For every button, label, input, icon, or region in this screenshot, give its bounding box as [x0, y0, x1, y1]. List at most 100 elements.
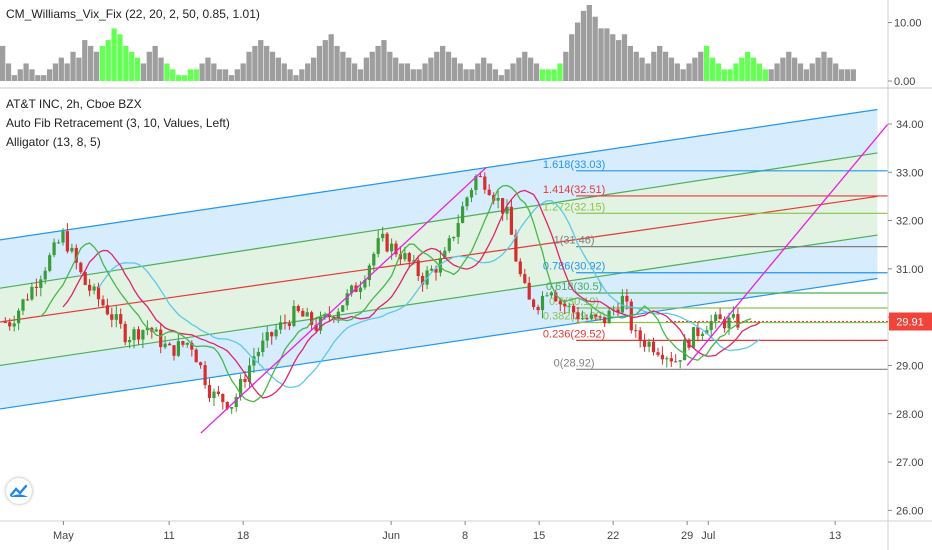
vix-bar [803, 69, 809, 81]
time-tick-label: Jun [382, 530, 400, 542]
channel-inner-top-line[interactable] [0, 152, 878, 289]
candle-body [123, 323, 127, 343]
channel-top-line[interactable] [0, 108, 878, 241]
fib-ratio: 0 [554, 357, 560, 369]
vix-bar [598, 28, 604, 82]
vix-bar [234, 69, 240, 81]
candle-body [48, 255, 52, 271]
vix-bar [240, 63, 246, 81]
vix-bar [692, 57, 698, 81]
candle-body [651, 341, 656, 353]
vix-bar [164, 63, 170, 81]
channel-mid-line[interactable] [0, 195, 878, 323]
fib-ratio: 1.618 [543, 159, 571, 171]
candle-body [696, 327, 700, 337]
vix-bar [322, 40, 328, 81]
vix-bar [299, 69, 305, 81]
candle-body [265, 332, 269, 341]
candle-body [247, 365, 252, 382]
candle-body [660, 354, 664, 360]
candle-body [30, 286, 34, 300]
fib-value: (30.5) [573, 281, 602, 293]
trend-line[interactable] [200, 166, 487, 434]
candle-body [700, 333, 704, 336]
vix-bar [838, 69, 845, 81]
vix-bar [387, 51, 393, 81]
vix-bar [651, 51, 657, 81]
candle-body [79, 262, 83, 273]
alligator-jaw-line[interactable] [97, 199, 761, 389]
vix-bar [205, 57, 211, 81]
candle-body [616, 309, 620, 313]
fib-legend[interactable]: Auto Fib Retracement (3, 10, Values, Lef… [6, 116, 230, 130]
candle-body [70, 247, 74, 252]
candle-body [540, 295, 545, 311]
fib-level-label: 0(28.92) [554, 357, 595, 369]
vix-bar [680, 69, 686, 81]
vix-bar [287, 69, 293, 81]
price-tick-label: 34.00 [896, 119, 924, 131]
trend-line[interactable] [686, 123, 889, 366]
vix-bar [762, 69, 768, 81]
vix-bar [340, 51, 346, 81]
channel-bottom-line[interactable] [0, 277, 878, 410]
candle-body [731, 314, 735, 318]
alligator-lips-line[interactable] [40, 184, 752, 403]
vix-bar [357, 69, 364, 81]
alligator-legend[interactable]: Alligator (13, 8, 5) [6, 135, 101, 149]
vix-bar [64, 63, 70, 81]
vix-bar [522, 51, 528, 81]
candle-body [647, 341, 651, 347]
vix-bar [733, 63, 739, 81]
fib-retracement: 1.618(33.03)1.414(32.51)1.272(32.15)1(31… [543, 159, 888, 370]
candle-body [12, 323, 16, 327]
candle-body [465, 197, 469, 207]
vix-bar [140, 63, 147, 81]
candle-body [283, 322, 287, 324]
candle-body [185, 342, 189, 345]
last-price-badge[interactable] [889, 312, 932, 331]
vix-bar [434, 51, 440, 81]
tradingview-logo-icon[interactable] [6, 478, 32, 504]
vix-bar [5, 63, 12, 81]
vix-bar [551, 69, 557, 81]
vix-bar [422, 63, 428, 81]
candle-body [132, 329, 136, 341]
price-tick-label: 26.00 [896, 505, 924, 517]
candle-body [17, 310, 21, 324]
vix-bar [745, 51, 751, 81]
candle-body [261, 340, 265, 352]
channel-inner-bottom-line[interactable] [0, 234, 878, 367]
alligator-lines [40, 184, 761, 403]
candle-body [416, 260, 420, 276]
candle-body [176, 341, 180, 356]
vix-bar [557, 63, 563, 81]
vix-bar [457, 63, 463, 81]
symbol-legend[interactable]: AT&T INC, 2h, Cboe BZX [6, 97, 142, 111]
time-tick-label: 15 [533, 530, 545, 542]
vix-bar [563, 51, 569, 81]
vix-bar [99, 45, 105, 81]
vix-bar [211, 63, 217, 81]
vix-bar [404, 63, 411, 81]
fib-ratio: 1 [554, 235, 560, 247]
vix-bar [134, 57, 141, 81]
time-tick-label: 18 [237, 530, 249, 542]
vix-bar [346, 57, 352, 81]
candle-body [292, 306, 296, 326]
vix-bar [774, 63, 780, 81]
vix-bar [756, 63, 763, 81]
fib-value: (32.15) [570, 201, 605, 213]
vix-bar [709, 57, 716, 81]
candle-body [447, 238, 451, 251]
candle-body [88, 284, 92, 291]
candle-body [421, 276, 425, 285]
candle-body [585, 318, 589, 320]
vix-bar [258, 40, 264, 81]
price-tick-label: 32.00 [896, 216, 924, 228]
regression-channel [0, 108, 878, 410]
vix-legend[interactable]: CM_Williams_Vix_Fix (22, 20, 2, 50, 0.85… [6, 7, 260, 21]
vix-bar [11, 75, 17, 81]
candle-body [549, 292, 553, 296]
